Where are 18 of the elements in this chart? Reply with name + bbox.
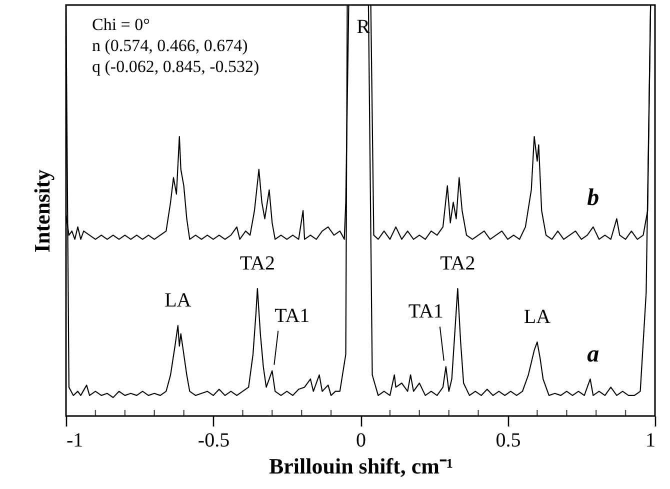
annotation: q (-0.062, 0.845, -0.532)	[92, 57, 260, 76]
x-tick-label: 0	[356, 430, 366, 452]
annotation: TA1	[408, 300, 444, 323]
annotation: n (0.574, 0.466, 0.674)	[92, 36, 248, 55]
x-tick-label: -1	[66, 430, 84, 452]
annotation: TA2	[440, 252, 476, 275]
annotation: TA1	[274, 304, 310, 327]
x-tick-label: 0.5	[496, 430, 521, 452]
annotation: TA2	[240, 252, 275, 275]
annotation: Chi = 0°	[92, 15, 150, 34]
annotation: LA	[164, 290, 192, 312]
x-tick-label: -0.5	[198, 430, 230, 452]
x-tick-label: 1	[646, 430, 656, 452]
x-axis-title: Brillouin shift, cm⁻¹	[268, 454, 454, 478]
series-label: b	[587, 185, 600, 212]
annotation: LA	[524, 306, 552, 328]
y-axis-title: Intensity	[30, 169, 54, 253]
series-label: a	[587, 341, 600, 368]
